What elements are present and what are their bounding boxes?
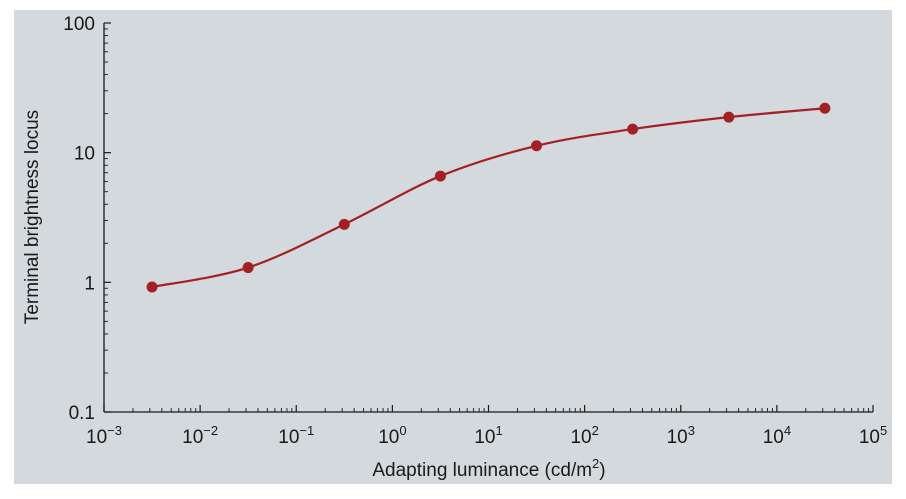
data-point bbox=[338, 218, 350, 230]
x-tick-label: 103 bbox=[667, 423, 695, 448]
x-axis-label-end: ) bbox=[599, 460, 605, 481]
tick-labels: 10−3 10−2 10−1 100 101 102 103 104 105 0.1 1 10 100 bbox=[63, 14, 887, 448]
x-tick-label: 10−3 bbox=[86, 423, 122, 448]
data-point bbox=[819, 102, 831, 114]
x-tick-label: 10−1 bbox=[278, 423, 314, 448]
data-point bbox=[531, 140, 543, 152]
data-point bbox=[723, 111, 735, 123]
x-axis-label: Adapting luminance (cd/m2) bbox=[372, 456, 605, 481]
data-point bbox=[146, 281, 158, 293]
y-tick-label: 100 bbox=[63, 14, 95, 35]
x-axis-label-main: Adapting luminance (cd/m bbox=[372, 460, 592, 481]
x-tick-label: 100 bbox=[378, 423, 406, 448]
x-tick-label: 102 bbox=[570, 423, 598, 448]
x-tick-label: 105 bbox=[859, 423, 887, 448]
y-tick-label: 0.1 bbox=[69, 403, 95, 424]
y-axis-label: Terminal brightness locus bbox=[22, 110, 43, 324]
y-tick-label: 10 bbox=[74, 144, 95, 165]
x-tick-label: 104 bbox=[763, 423, 791, 448]
series-line bbox=[151, 107, 826, 289]
data-point bbox=[434, 170, 446, 182]
ticks bbox=[103, 22, 874, 413]
data-point bbox=[242, 262, 254, 274]
series-layer bbox=[146, 102, 831, 293]
x-axis-label-sup: 2 bbox=[592, 456, 599, 471]
plot-background bbox=[14, 10, 892, 484]
y-tick-label: 1 bbox=[84, 273, 95, 294]
data-point bbox=[627, 123, 639, 135]
x-tick-label: 101 bbox=[474, 423, 502, 448]
x-tick-label: 10−2 bbox=[182, 423, 218, 448]
